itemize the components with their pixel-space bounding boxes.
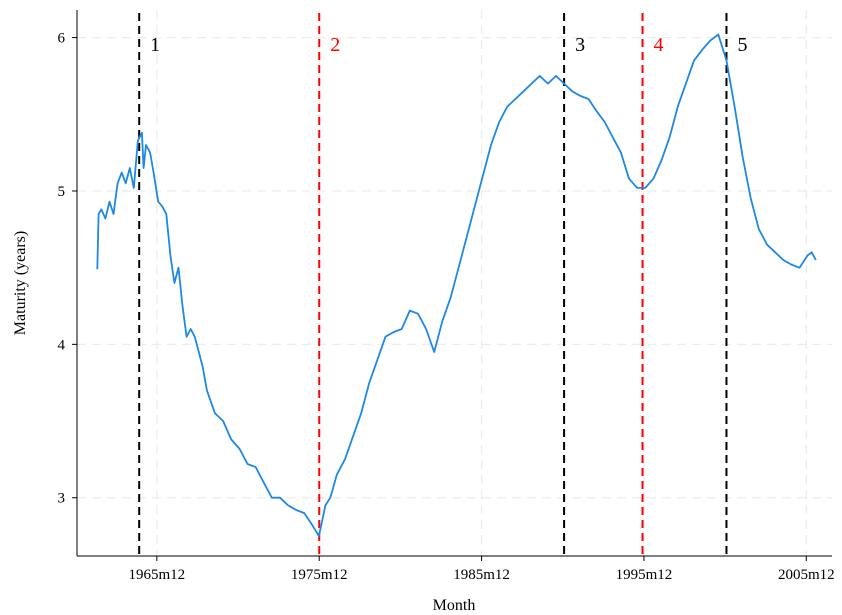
grid-lines [77,10,832,556]
x-tick-label: 1965m12 [128,567,185,583]
x-tick-label: 1995m12 [616,567,673,583]
x-axis-ticks: 1965m12 1975m12 1985m12 1995m12 2005m12 [128,556,835,583]
y-axis-ticks: 3 4 5 6 [58,31,77,507]
series-line [96,33,817,537]
x-axis-title: Month [433,597,476,614]
event-lines: 1 2 3 4 5 [138,13,747,556]
series-group [96,33,817,537]
axes [76,10,832,557]
y-tick-label: 5 [58,184,66,200]
y-tick-label: 4 [58,337,66,353]
x-tick-label: 1975m12 [291,567,348,583]
event-line-label: 4 [654,34,664,56]
x-tick-label: 1985m12 [453,567,510,583]
event-line-label: 1 [150,34,160,56]
y-tick-label: 3 [58,491,66,507]
x-tick-label: 2005m12 [778,567,835,583]
y-tick-label: 6 [58,31,66,47]
y-axis-title: Maturity (years) [12,231,29,335]
event-line-label: 5 [737,34,747,56]
event-line-label: 3 [575,34,585,56]
event-line-label: 2 [330,34,340,56]
